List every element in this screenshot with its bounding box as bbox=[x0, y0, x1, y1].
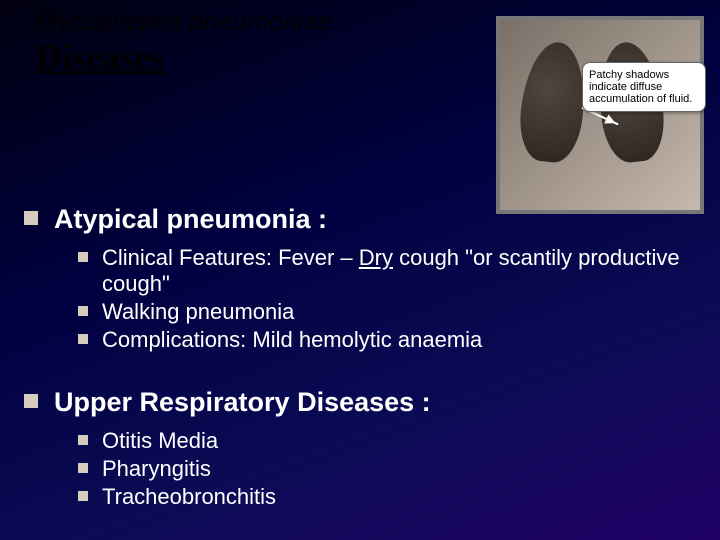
subject-title: Mycoplasma pneumoniae bbox=[36, 6, 332, 37]
list-item: Atypical pneumonia : bbox=[24, 204, 696, 235]
list-item: Clinical Features: Fever – Dry cough "or… bbox=[78, 245, 696, 297]
bullet-icon bbox=[78, 334, 88, 344]
lung-left bbox=[516, 39, 590, 165]
list-item: Tracheobronchitis bbox=[78, 484, 696, 510]
bullet-text: Walking pneumonia bbox=[102, 299, 294, 325]
bullet-text: Complications: Mild hemolytic anaemia bbox=[102, 327, 482, 353]
bullet-icon bbox=[24, 394, 38, 408]
list-item: Pharyngitis bbox=[78, 456, 696, 482]
section-heading: Atypical pneumonia : bbox=[54, 204, 327, 235]
bullet-icon bbox=[78, 435, 88, 445]
bullet-icon bbox=[78, 463, 88, 473]
slide-content: Atypical pneumonia : Clinical Features: … bbox=[24, 190, 696, 512]
bullet-text: Pharyngitis bbox=[102, 456, 211, 482]
bullet-icon bbox=[24, 211, 38, 225]
list-item: Walking pneumonia bbox=[78, 299, 696, 325]
bullet-icon bbox=[78, 306, 88, 316]
list-item: Complications: Mild hemolytic anaemia bbox=[78, 327, 696, 353]
bullet-text: Clinical Features: Fever – Dry cough "or… bbox=[102, 245, 696, 297]
list-item: Otitis Media bbox=[78, 428, 696, 454]
list-item: Upper Respiratory Diseases : bbox=[24, 387, 696, 418]
bullet-text: Otitis Media bbox=[102, 428, 218, 454]
figure-callout: Patchy shadows indicate diffuse accumula… bbox=[582, 62, 706, 112]
page-title: Diseases bbox=[36, 36, 164, 78]
bullet-icon bbox=[78, 491, 88, 501]
bullet-icon bbox=[78, 252, 88, 262]
xray-figure: Patchy shadows indicate diffuse accumula… bbox=[496, 16, 704, 214]
bullet-text: Tracheobronchitis bbox=[102, 484, 276, 510]
section-heading: Upper Respiratory Diseases : bbox=[54, 387, 431, 418]
